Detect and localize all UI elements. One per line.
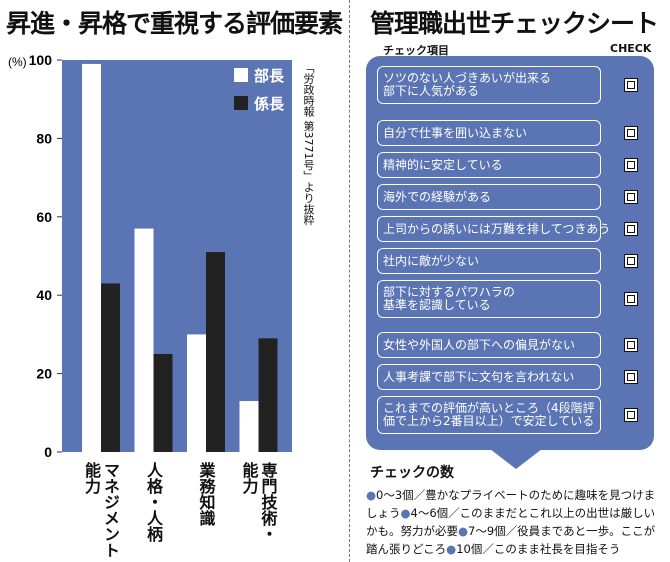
checklist-item: 精神的に安定している: [377, 152, 601, 178]
bullet-dot-icon: ●: [458, 524, 469, 538]
checkbox[interactable]: [624, 126, 638, 140]
count-range: 10個: [456, 542, 483, 556]
x-tick-label: 人格・人柄: [144, 462, 163, 542]
checklist-item: 人事考課で部下に文句を言われない: [377, 364, 601, 390]
bar-kakaricho-1: [153, 354, 173, 452]
legend-swatch: [234, 68, 248, 82]
count-advice: ／このまま社長を目指そう: [482, 542, 621, 556]
col-header-check: CHECK: [610, 42, 652, 55]
y-tick-label: 100: [29, 52, 53, 68]
checklist-item: 部下に対するパワハラの 基準を認識している: [377, 280, 601, 318]
checkbox[interactable]: [624, 222, 638, 236]
col-header-item: チェック項目: [383, 44, 449, 57]
checklist-item: 社内に敵が少ない: [377, 248, 601, 274]
source-note: 「労政時報 第3771号」より抜粋: [302, 62, 315, 226]
y-tick-label: 80: [36, 130, 52, 146]
bar-bucho-0: [82, 63, 101, 453]
checksheet-title: 管理職出世チェックシート: [370, 9, 659, 38]
panel-tail: [490, 449, 542, 469]
chart-title: 昇進・昇格で重視する評価要素: [6, 9, 343, 38]
checklist-item: これまでの評価が高いところ（4段階評 価で上から2番目以上）で安定している: [377, 396, 601, 434]
y-tick-label: 0: [44, 444, 52, 460]
checkbox[interactable]: [624, 78, 638, 92]
bar-bucho-2: [187, 334, 206, 452]
y-tick-label: 60: [36, 209, 52, 225]
y-tick-label: 20: [36, 366, 52, 382]
checkbox[interactable]: [624, 292, 638, 306]
count-range: 4～6個: [410, 506, 449, 520]
checklist-item-text: 海外での経験がある: [383, 189, 492, 204]
x-tick-label: 専門技術・ 能力: [239, 462, 278, 542]
count-advice: ／このままだとこれ以上の出世は厳しいかも。努力が必要: [366, 506, 656, 538]
checklist-item-text: 精神的に安定している: [383, 157, 503, 172]
count-advice: ／豊かなプライベートのために趣味を見つけましょう: [366, 488, 656, 520]
check-count-description: ●0～3個／豊かなプライベートのために趣味を見つけましょう●4～6個／このままだ…: [366, 486, 662, 558]
legend-label: 部長: [254, 67, 285, 85]
check-count-title: チェックの数: [370, 465, 454, 481]
checkbox[interactable]: [624, 408, 638, 422]
bullet-dot-icon: ●: [446, 542, 457, 556]
checklist-item-text: ソツのない人づきあいが出来る 部下に人気がある: [383, 71, 552, 98]
legend-label: 係長: [254, 95, 285, 113]
checkbox[interactable]: [624, 158, 638, 172]
checklist-item-text: 人事考課で部下に文句を言われない: [383, 369, 575, 384]
bar-bucho-3: [239, 401, 259, 452]
bullet-dot-icon: ●: [400, 506, 411, 520]
count-advice: ／役員まであと一歩。ここが踏ん張りどころ: [366, 524, 656, 556]
y-tick-label: 40: [36, 287, 52, 303]
bar-bucho-1: [134, 228, 154, 452]
bar-kakaricho-2: [206, 252, 225, 452]
bar-kakaricho-3: [258, 338, 278, 452]
count-range: 7～9個: [468, 524, 506, 538]
checklist-item-text: 部下に対するパワハラの 基準を認識している: [383, 285, 515, 312]
bar-kakaricho-0: [101, 283, 120, 452]
legend-swatch: [234, 96, 248, 110]
checklist-item-text: 自分で仕事を囲い込まない: [383, 125, 528, 140]
checklist-item-text: 女性や外国人の部下への偏見がない: [383, 337, 576, 352]
bullet-dot-icon: ●: [366, 488, 377, 502]
checklist-item: 女性や外国人の部下への偏見がない: [377, 332, 601, 358]
checksheet-panel: [366, 56, 654, 450]
checkbox[interactable]: [624, 254, 638, 268]
checkbox[interactable]: [624, 190, 638, 204]
checklist-item-text: これまでの評価が高いところ（4段階評 価で上から2番目以上）で安定している: [383, 401, 595, 428]
y-axis-label: (%): [8, 55, 27, 69]
count-range: 0～3個: [376, 488, 414, 502]
checkbox[interactable]: [624, 370, 638, 384]
checkbox[interactable]: [624, 338, 638, 352]
x-tick-label: マネジメント 能力: [82, 462, 120, 558]
checklist-item: 海外での経験がある: [377, 184, 601, 210]
checklist-item-text: 社内に敵が少ない: [383, 253, 480, 268]
checklist-item-text: 上司からの誘いには万難を排してつきあう: [383, 221, 611, 236]
checklist-item: 上司からの誘いには万難を排してつきあう: [377, 216, 610, 242]
checklist-item: ソツのない人づきあいが出来る 部下に人気がある: [377, 66, 601, 104]
checklist-item: 自分で仕事を囲い込まない: [377, 120, 601, 146]
x-tick-label: 業務知識: [196, 462, 216, 526]
divider: [349, 0, 350, 562]
